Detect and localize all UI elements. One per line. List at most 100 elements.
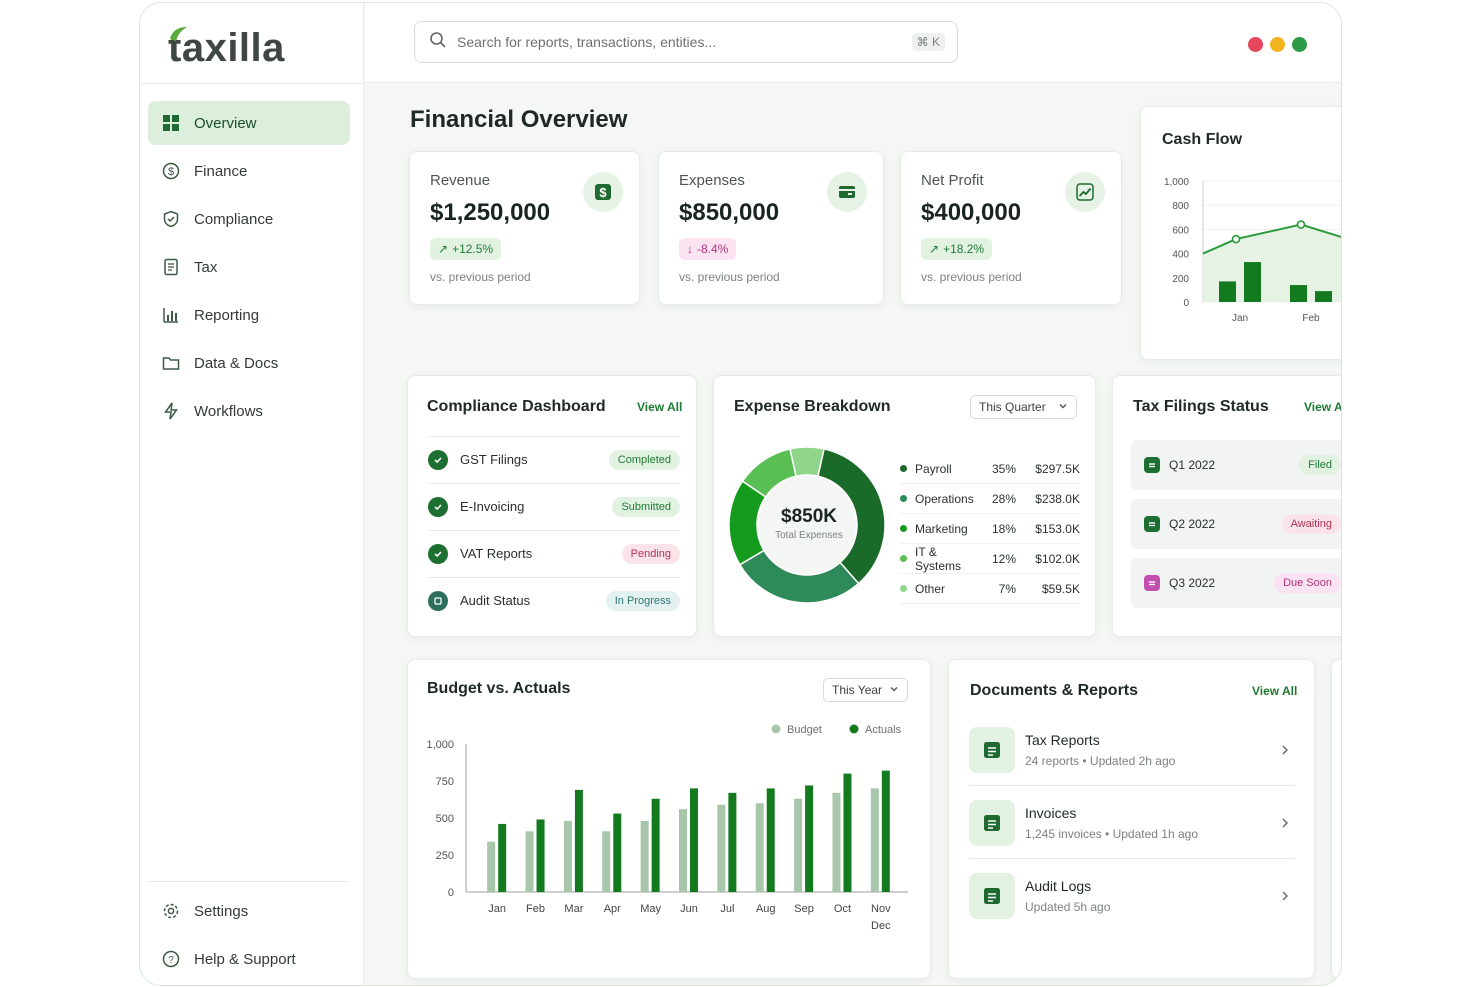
arrow-down-icon: ↓ xyxy=(687,242,693,256)
bar-budget xyxy=(870,788,879,892)
x-tick-label: Sep xyxy=(794,903,814,915)
document-row[interactable]: Tax Reports 24 reports • Updated 2h ago xyxy=(969,714,1295,786)
period-select[interactable]: This Quarter xyxy=(970,395,1077,419)
view-all-link[interactable]: View All xyxy=(1252,684,1298,698)
shield-icon xyxy=(162,210,180,228)
budget-chart: Budget Actuals 1,000 750 500 250 0 Jan Feb Mar Apr… xyxy=(426,724,908,932)
sidebar-item-finance[interactable]: $ Finance xyxy=(148,149,350,193)
partial-card xyxy=(1331,659,1341,979)
view-all-link[interactable]: View All xyxy=(637,400,683,414)
check-circle-icon xyxy=(428,496,448,517)
bar-budget xyxy=(717,804,726,892)
compliance-item-name: VAT Reports xyxy=(460,546,533,561)
compliance-row[interactable]: E-Invoicing Submitted xyxy=(428,483,680,529)
gear-icon xyxy=(162,902,180,920)
bar-budget xyxy=(832,792,841,892)
status-badge: Awaiting xyxy=(1281,514,1341,534)
status-badge: Pending xyxy=(621,543,680,564)
sidebar-item-tax[interactable]: Tax xyxy=(148,245,350,289)
period-select[interactable]: This Year xyxy=(823,678,908,702)
x-tick-label: Feb xyxy=(526,903,545,915)
legend-row: Operations 28% $238.0K xyxy=(900,484,1080,514)
legend-percent: 18% xyxy=(991,521,1016,536)
kpi-value: $1,250,000 xyxy=(430,199,551,226)
sidebar-item-data-docs[interactable]: Data & Docs xyxy=(148,341,350,385)
tax-filing-row[interactable]: Q1 2022 Filed xyxy=(1131,440,1341,490)
search-input[interactable] xyxy=(457,34,912,50)
y-tick-label: 800 xyxy=(1172,201,1189,212)
legend-swatch xyxy=(849,724,859,734)
sidebar-item-label: Finance xyxy=(194,162,248,180)
view-all-link[interactable]: View All xyxy=(1304,400,1342,414)
kpi-card-revenue: Revenue $1,250,000 $ ↗ +12.5% vs. previou… xyxy=(409,151,640,305)
tax-filing-row[interactable]: Q2 2022 Awaiting xyxy=(1131,499,1341,549)
lightning-icon xyxy=(162,402,180,420)
expense-legend: Payroll 35% $297.5K Operations 28% $238.0K Mar… xyxy=(900,454,1080,604)
grid-icon xyxy=(162,114,180,132)
legend-label: Actuals xyxy=(865,724,902,736)
compliance-row[interactable]: Audit Status In Progress xyxy=(428,577,680,623)
search-icon xyxy=(429,31,447,54)
legend-row: Other 7% $59.5K xyxy=(900,574,1080,604)
bar-actual xyxy=(728,792,737,892)
donut-slice xyxy=(789,446,825,478)
x-tick-label: Jan xyxy=(1232,313,1248,324)
y-tick-label: 250 xyxy=(436,850,454,862)
trend-up-icon xyxy=(1065,172,1105,212)
bar xyxy=(1244,262,1261,302)
sidebar-item-compliance[interactable]: Compliance xyxy=(148,197,350,241)
card-icon xyxy=(827,172,867,212)
svg-text:$: $ xyxy=(599,185,607,200)
divider xyxy=(148,881,348,882)
bar xyxy=(1315,291,1332,302)
bar-actual xyxy=(498,823,507,892)
divider xyxy=(140,83,364,84)
tax-filings-card: Tax Filings Status View All Q1 2022 Filed… xyxy=(1112,375,1342,637)
document-row[interactable]: Invoices 1,245 invoices • Updated 1h ago xyxy=(969,787,1295,859)
compliance-item-name: Audit Status xyxy=(460,593,531,608)
document-text: Invoices 1,245 invoices • Updated 1h ago xyxy=(1025,805,1275,841)
compliance-row[interactable]: GST Filings Completed xyxy=(428,436,680,482)
sidebar-item-label: Tax xyxy=(194,258,218,276)
sidebar-item-reporting[interactable]: Reporting xyxy=(148,293,350,337)
document-icon xyxy=(969,799,1015,846)
sidebar-item-label: Overview xyxy=(194,114,257,132)
y-tick-label: 1,000 xyxy=(426,739,454,751)
document-name: Tax Reports xyxy=(1025,731,1100,748)
sidebar-item-overview[interactable]: Overview xyxy=(148,101,350,145)
document-icon xyxy=(969,873,1015,919)
window-dot-yellow[interactable] xyxy=(1270,37,1285,52)
legend-swatch xyxy=(900,585,907,592)
window-dot-red[interactable] xyxy=(1248,37,1263,52)
sidebar-item-help[interactable]: ? Help & Support xyxy=(148,937,350,981)
cash-flow-card: Cash Flow 1,000 800 600 400 200 0 Jan Feb xyxy=(1140,106,1341,360)
tax-filing-row[interactable]: Q3 2022 Due Soon xyxy=(1131,558,1341,608)
legend-percent: 12% xyxy=(991,551,1016,566)
bar-actual xyxy=(574,789,583,892)
document-row[interactable]: Audit Logs Updated 5h ago xyxy=(969,860,1295,932)
legend-label: Marketing xyxy=(915,521,968,536)
period-select-value: This Quarter xyxy=(979,400,1046,414)
y-tick-label: 0 xyxy=(448,887,454,899)
period-select-value: This Year xyxy=(832,683,883,697)
card-title: Budget vs. Actuals xyxy=(427,680,571,697)
window-controls xyxy=(1248,37,1307,52)
y-tick-label: 200 xyxy=(1172,274,1189,285)
donut-hole xyxy=(758,476,856,574)
logo[interactable]: taxilla xyxy=(168,21,285,71)
legend-swatch xyxy=(771,724,781,734)
audit-icon xyxy=(428,590,448,611)
kpi-label: Revenue xyxy=(430,172,491,189)
document-text: Tax Reports 24 reports • Updated 2h ago xyxy=(1025,732,1275,768)
document-icon xyxy=(969,726,1015,773)
document-meta: Updated 5h ago xyxy=(1025,900,1111,914)
arrow-up-right-icon: ↗ xyxy=(929,242,940,256)
compliance-item-name: GST Filings xyxy=(460,452,528,467)
sidebar-item-workflows[interactable]: Workflows xyxy=(148,389,350,433)
x-tick-label: Nov xyxy=(871,903,891,915)
sidebar-item-settings[interactable]: Settings xyxy=(148,889,350,933)
document-icon xyxy=(162,258,180,276)
compliance-row[interactable]: VAT Reports Pending xyxy=(428,530,680,576)
search-box[interactable]: ⌘ K xyxy=(414,21,958,63)
window-dot-green[interactable] xyxy=(1292,37,1307,52)
